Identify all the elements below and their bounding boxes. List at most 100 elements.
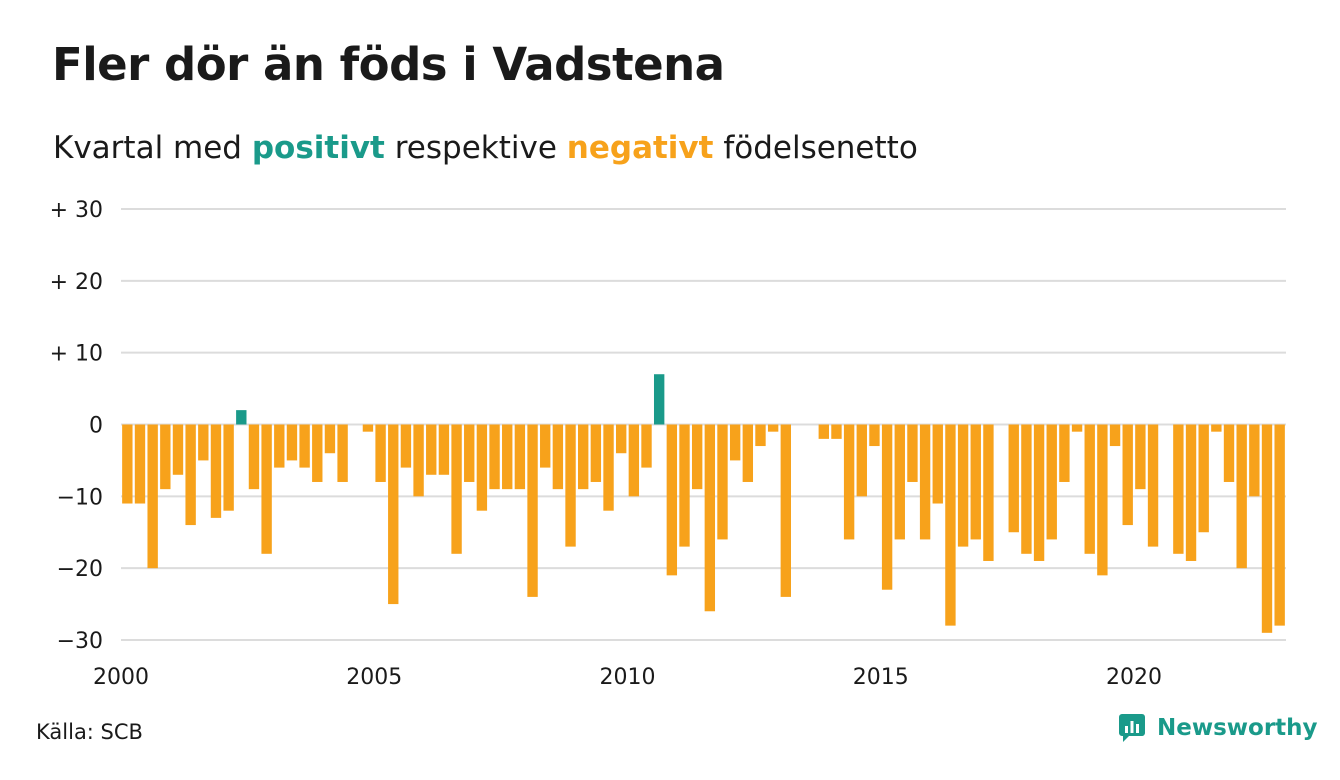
bar <box>388 424 399 605</box>
bar <box>337 424 348 482</box>
bar <box>1071 424 1083 432</box>
bar <box>590 424 602 482</box>
bar <box>286 424 298 461</box>
source-note: Källa: SCB <box>36 720 143 744</box>
bar <box>274 424 285 468</box>
bar <box>464 424 475 482</box>
bars <box>122 374 1285 633</box>
bar <box>641 424 652 468</box>
bar <box>527 424 538 597</box>
bar <box>248 424 260 490</box>
bar <box>299 424 310 468</box>
bar <box>742 424 754 482</box>
y-tick-label: + 30 <box>50 198 103 223</box>
bar <box>679 424 690 547</box>
bar <box>1046 424 1057 540</box>
bar <box>1033 424 1045 561</box>
chart-subtitle: Kvartal med positivt respektive negativt… <box>53 130 918 166</box>
bar <box>578 424 589 490</box>
y-tick-label: −30 <box>57 629 103 654</box>
y-tick-label: + 10 <box>50 342 103 367</box>
y-tick-label: + 20 <box>50 270 103 295</box>
bar <box>514 424 526 490</box>
bar <box>223 424 234 511</box>
bar <box>540 424 551 468</box>
bar <box>616 424 627 454</box>
bar <box>375 424 386 482</box>
y-tick-label: −20 <box>57 557 103 582</box>
chart-title: Fler dör än föds i Vadstena <box>52 38 725 91</box>
bar <box>198 424 209 461</box>
bar <box>147 424 158 569</box>
bar <box>1223 424 1235 482</box>
bar <box>818 424 829 439</box>
bar <box>653 374 665 425</box>
bar <box>160 424 171 490</box>
bar <box>894 424 905 540</box>
bar <box>603 424 614 511</box>
bar <box>1173 424 1184 554</box>
bar <box>1021 424 1032 554</box>
bar <box>362 424 374 432</box>
x-tick-label: 2020 <box>1106 665 1162 690</box>
bar <box>1008 424 1019 533</box>
bar <box>552 424 564 490</box>
bar <box>1097 424 1108 576</box>
bar <box>172 424 184 475</box>
bar <box>919 424 931 540</box>
bar <box>426 424 437 475</box>
x-tick-label: 2015 <box>853 665 909 690</box>
bar <box>236 410 247 425</box>
bar <box>843 424 855 540</box>
bar <box>1059 424 1070 482</box>
bar <box>134 424 146 504</box>
bar <box>185 424 196 526</box>
bar <box>755 424 766 447</box>
bar <box>1198 424 1209 533</box>
subtitle-negative: negativt <box>566 130 714 166</box>
x-tick-label: 2005 <box>346 665 402 690</box>
bar <box>957 424 969 547</box>
y-tick-label: −10 <box>57 485 103 510</box>
bar <box>312 424 323 482</box>
bar <box>400 424 412 468</box>
y-axis: + 30 + 20 + 10 0 −10 −20 −30 <box>50 198 103 654</box>
bar <box>628 424 640 497</box>
bar <box>970 424 981 540</box>
bar <box>704 424 716 612</box>
x-axis: 2000 2005 2010 2015 2020 <box>93 665 1162 690</box>
brand-logo: Newsworthy <box>1118 713 1318 743</box>
bar <box>1261 424 1273 633</box>
bar <box>1122 424 1133 526</box>
bar <box>413 424 424 497</box>
y-tick-label: 0 <box>89 414 103 439</box>
x-tick-label: 2000 <box>93 665 149 690</box>
brand-name: Newsworthy <box>1157 715 1318 741</box>
bar <box>932 424 943 504</box>
bar <box>729 424 741 461</box>
newsworthy-logo-icon <box>1119 714 1145 742</box>
bar <box>1249 424 1260 497</box>
bar <box>489 424 500 490</box>
bar <box>881 424 893 590</box>
bar <box>438 424 450 475</box>
bar <box>1274 424 1285 626</box>
bar <box>1211 424 1222 432</box>
bar <box>831 424 842 439</box>
bar <box>856 424 867 497</box>
bar <box>767 424 779 432</box>
bar <box>717 424 728 540</box>
bar <box>945 424 956 626</box>
bar <box>1109 424 1121 447</box>
bar <box>1084 424 1095 554</box>
subtitle-middle: respektive <box>384 130 567 166</box>
bar <box>210 424 222 518</box>
bar <box>907 424 918 482</box>
bar <box>261 424 272 554</box>
bar <box>476 424 488 511</box>
bar <box>1147 424 1159 547</box>
bar <box>691 424 703 490</box>
bar <box>324 424 336 454</box>
bar <box>1135 424 1146 490</box>
